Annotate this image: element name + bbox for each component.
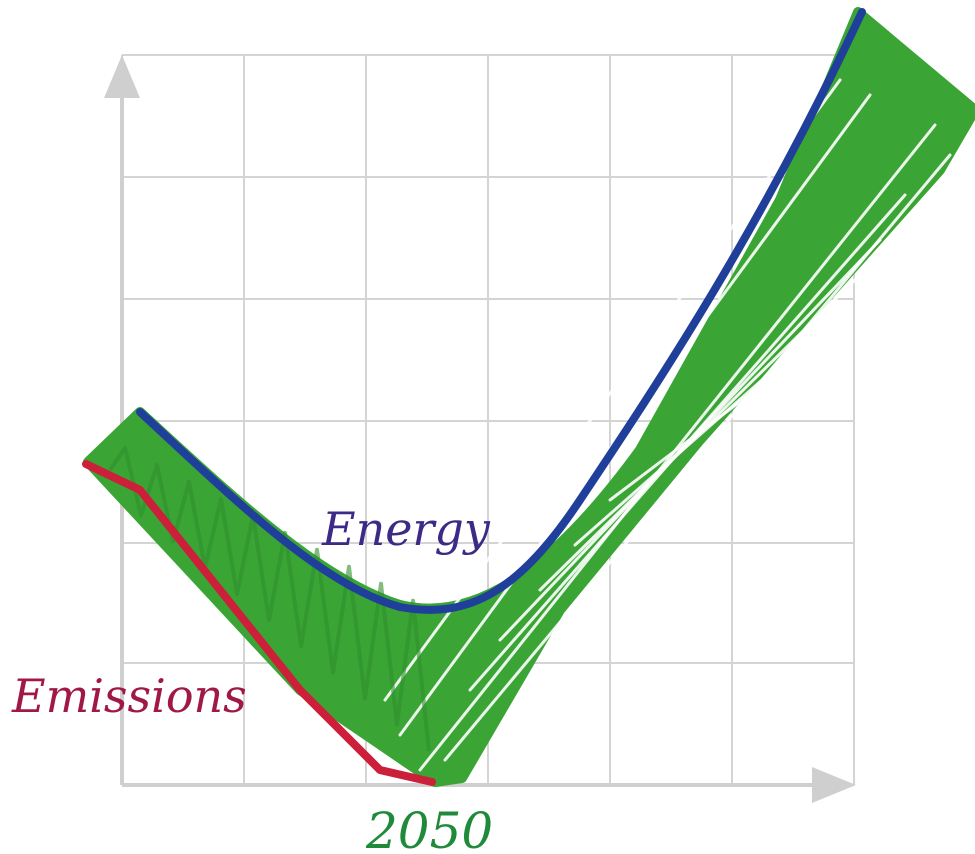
emissions-series-label: Emissions <box>11 669 247 723</box>
y-axis-arrowhead <box>104 55 140 98</box>
check-fill-shape <box>83 7 975 787</box>
energy-series-label: Energy <box>321 502 491 556</box>
x-tick-label-2050: 2050 <box>365 802 493 854</box>
x-axis-arrowhead <box>812 767 856 803</box>
chart-series-lines <box>82 8 866 786</box>
fill-highlight-stroke <box>608 358 797 502</box>
check-fill-area <box>83 7 975 787</box>
chart-labels: Energy Emissions 2050 <box>11 502 493 854</box>
fill-highlight-stroke <box>383 78 842 702</box>
fill-highlight-stroke <box>573 318 832 547</box>
energy-series-line <box>136 8 866 614</box>
fill-scribble-zigzag <box>108 445 431 752</box>
emissions-series-line <box>82 460 436 786</box>
